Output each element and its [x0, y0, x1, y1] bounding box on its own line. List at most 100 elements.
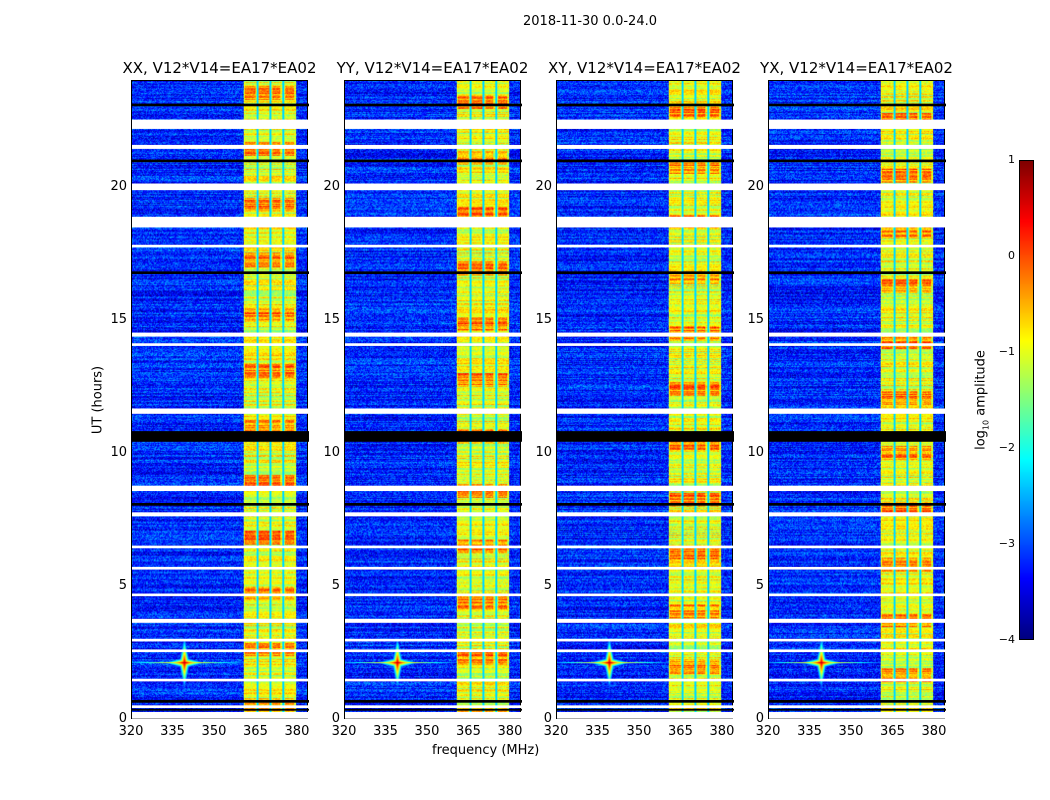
- flagged-white-band: [345, 332, 522, 337]
- y-tick-label: 20: [110, 178, 127, 194]
- x-tick-label: 335: [585, 724, 610, 739]
- flagged-black-band: [345, 503, 522, 506]
- flagged-white-band: [132, 649, 309, 653]
- flagged-black-band: [557, 708, 734, 711]
- flagged-white-band: [769, 119, 946, 129]
- flagged-black-band: [557, 103, 734, 107]
- y-tick-label: 0: [755, 711, 764, 726]
- flagged-black-band: [769, 700, 946, 703]
- x-tick-label: 365: [243, 724, 268, 739]
- flagged-black-band: [132, 431, 309, 442]
- y-tick-label: 20: [323, 178, 340, 194]
- heatmap-panel: [344, 80, 522, 719]
- x-tick-label: 380: [709, 724, 735, 739]
- flagged-white-band: [557, 244, 734, 248]
- flagged-black-band: [132, 159, 309, 163]
- flagged-black-band: [345, 271, 522, 275]
- x-tick-label: 320: [118, 724, 144, 739]
- flagged-white-band: [132, 545, 309, 549]
- flagged-white-band: [345, 183, 522, 191]
- x-tick-label: 380: [284, 724, 310, 739]
- flagged-black-band: [769, 708, 946, 711]
- flagged-white-band: [769, 649, 946, 653]
- flagged-white-band: [557, 638, 734, 642]
- flagged-white-band: [769, 144, 946, 149]
- flagged-white-band: [557, 649, 734, 653]
- y-tick-label: 20: [747, 178, 764, 194]
- flagged-white-band: [769, 485, 946, 492]
- y-tick-label: 10: [747, 444, 764, 460]
- x-tick-label: 320: [331, 724, 357, 739]
- colorbar: [1019, 160, 1034, 640]
- y-tick-label: 15: [110, 311, 127, 327]
- flagged-white-band: [769, 512, 946, 517]
- y-tick-label: 15: [535, 311, 552, 327]
- flagged-white-band: [132, 183, 309, 191]
- flagged-white-band: [769, 705, 946, 709]
- flagged-white-band: [557, 618, 734, 623]
- colorbar-tick-label: −2: [998, 441, 1015, 454]
- x-tick-label: 320: [755, 724, 781, 739]
- flagged-white-band: [345, 618, 522, 623]
- flagged-white-band: [557, 678, 734, 682]
- panel-title: YY, V12*V14=EA17*EA02: [336, 59, 529, 77]
- heatmap-panel: [768, 80, 946, 719]
- flagged-white-band: [557, 343, 734, 346]
- flagged-white-band: [345, 343, 522, 346]
- y-tick-label: 5: [118, 577, 127, 593]
- y-tick-label: 0: [118, 711, 127, 726]
- colorbar-tick-label: −4: [998, 633, 1015, 646]
- flagged-white-band: [132, 244, 309, 248]
- flagged-white-band: [769, 183, 946, 191]
- y-tick-label: 5: [755, 577, 764, 593]
- y-tick-label: 15: [747, 311, 764, 327]
- flagged-white-band: [557, 216, 734, 228]
- flagged-white-band: [132, 119, 309, 129]
- flagged-white-band: [132, 216, 309, 228]
- flagged-white-band: [132, 705, 309, 709]
- flagged-white-band: [345, 119, 522, 129]
- colorbar-tick-label: 0: [1008, 249, 1015, 262]
- flagged-white-band: [557, 593, 734, 597]
- y-tick-label: 10: [535, 444, 552, 460]
- y-tick-label: 15: [323, 311, 340, 327]
- flagged-black-band: [769, 159, 946, 163]
- flagged-white-band: [345, 545, 522, 549]
- y-tick-label: 10: [110, 444, 127, 460]
- flagged-white-band: [345, 144, 522, 149]
- flagged-white-band: [345, 712, 522, 719]
- flagged-black-band: [132, 503, 309, 506]
- flagged-white-band: [557, 332, 734, 337]
- flagged-white-band: [132, 343, 309, 346]
- flagged-white-band: [345, 216, 522, 228]
- flagged-white-band: [769, 638, 946, 642]
- y-tick-label: 0: [331, 711, 340, 726]
- flagged-black-band: [132, 103, 309, 107]
- x-tick-label: 365: [456, 724, 481, 739]
- y-tick-label: 5: [331, 577, 340, 593]
- flagged-white-band: [769, 545, 946, 549]
- flagged-white-band: [132, 144, 309, 149]
- x-tick-label: 320: [543, 724, 569, 739]
- flagged-white-band: [557, 512, 734, 517]
- flagged-white-band: [345, 244, 522, 248]
- flagged-white-band: [132, 408, 309, 414]
- y-tick-label: 20: [535, 178, 552, 194]
- flagged-white-band: [769, 216, 946, 228]
- flagged-white-band: [345, 678, 522, 682]
- flagged-white-band: [557, 705, 734, 709]
- flagged-white-band: [557, 485, 734, 492]
- flagged-black-band: [557, 503, 734, 506]
- flagged-black-band: [557, 431, 734, 442]
- x-tick-label: 365: [880, 724, 905, 739]
- flagged-black-band: [769, 503, 946, 506]
- panel-title: XY, V12*V14=EA17*EA02: [548, 59, 741, 77]
- flagged-white-band: [345, 512, 522, 517]
- flagged-white-band: [132, 593, 309, 597]
- flagged-white-band: [557, 119, 734, 129]
- colorbar-label: log10 amplitude: [973, 350, 991, 450]
- flagged-black-band: [769, 271, 946, 275]
- x-tick-label: 380: [921, 724, 947, 739]
- figure-title: 2018-11-30 0.0-24.0: [523, 14, 657, 29]
